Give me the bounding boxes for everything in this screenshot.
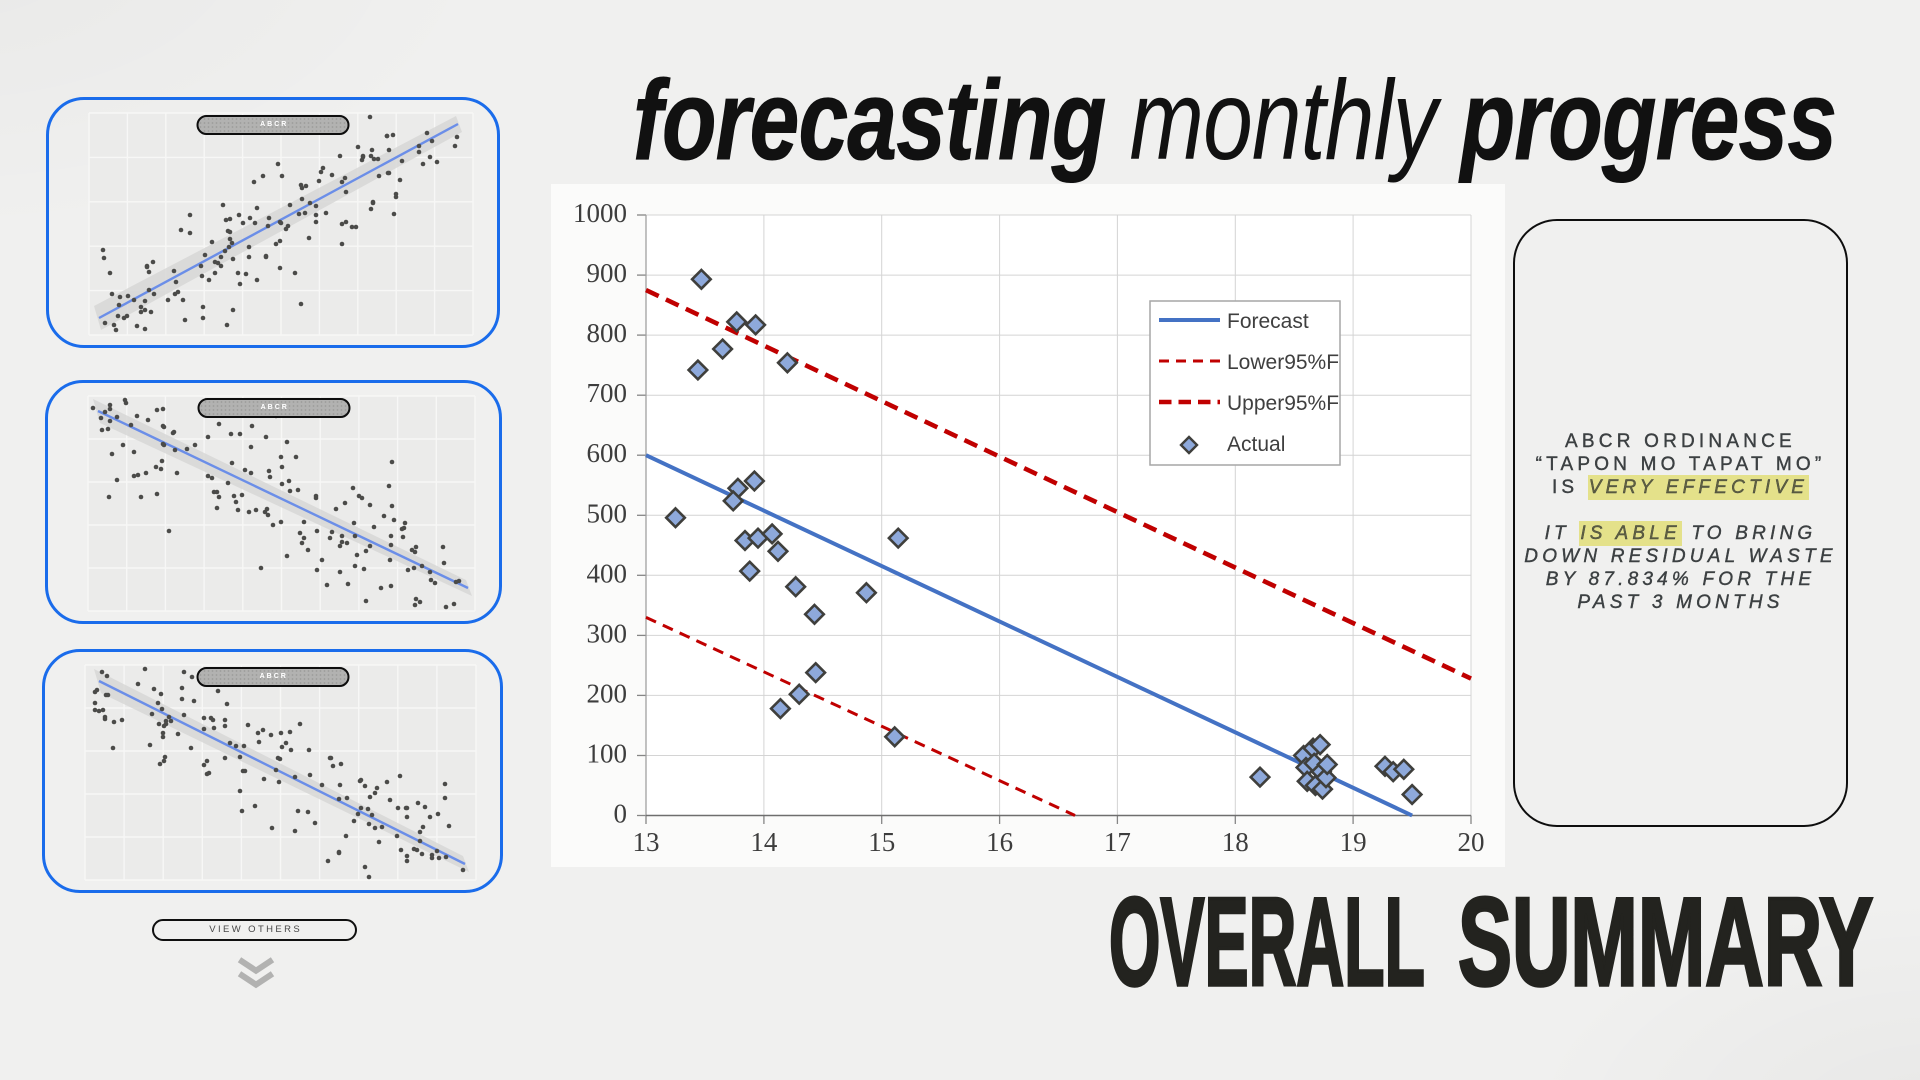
svg-text:900: 900 (587, 258, 628, 288)
svg-text:100: 100 (587, 739, 628, 769)
svg-text:14: 14 (750, 827, 778, 857)
svg-text:15: 15 (868, 827, 895, 857)
svg-text:Lower95%F: Lower95%F (1227, 351, 1339, 374)
svg-text:17: 17 (1104, 827, 1131, 857)
svg-text:0: 0 (614, 799, 628, 829)
svg-text:600: 600 (587, 438, 628, 468)
svg-text:20: 20 (1458, 827, 1485, 857)
svg-text:700: 700 (587, 378, 628, 408)
svg-text:300: 300 (587, 618, 628, 648)
svg-text:800: 800 (587, 318, 628, 348)
svg-text:Upper95%F: Upper95%F (1227, 392, 1339, 415)
svg-text:13: 13 (633, 827, 660, 857)
svg-text:200: 200 (587, 678, 628, 708)
svg-text:19: 19 (1340, 827, 1367, 857)
svg-text:Forecast: Forecast (1227, 310, 1309, 333)
svg-text:Actual: Actual (1227, 433, 1285, 456)
svg-text:18: 18 (1222, 827, 1249, 857)
svg-text:16: 16 (986, 827, 1013, 857)
svg-text:1000: 1000 (573, 198, 627, 228)
svg-text:400: 400 (587, 558, 628, 588)
svg-text:500: 500 (587, 498, 628, 528)
